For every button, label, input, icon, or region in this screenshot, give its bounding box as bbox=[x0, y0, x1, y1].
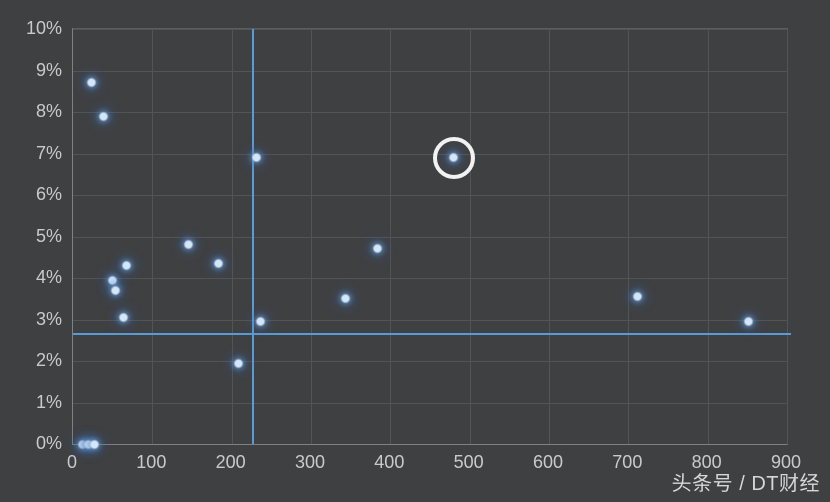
highlight-circle-annotation bbox=[432, 136, 475, 179]
x-tick-label: 700 bbox=[612, 452, 643, 472]
y-tick-label: 10% bbox=[25, 18, 62, 38]
data-point bbox=[79, 440, 87, 448]
data-point bbox=[234, 359, 242, 367]
watermark: 头条号 / DT财经 bbox=[671, 473, 820, 495]
h-gridline bbox=[73, 29, 787, 30]
data-point bbox=[185, 241, 193, 249]
x-tick-label: 200 bbox=[215, 452, 246, 472]
v-gridline bbox=[707, 29, 709, 444]
v-gridline bbox=[469, 29, 471, 444]
data-point bbox=[120, 313, 128, 321]
plot-area bbox=[72, 28, 791, 448]
x-tick-label: 100 bbox=[136, 452, 167, 472]
y-tick-label: 3% bbox=[35, 308, 62, 329]
x-tick-label: 500 bbox=[453, 452, 484, 472]
v-gridline bbox=[390, 29, 392, 444]
data-point bbox=[87, 79, 95, 87]
y-tick-label: 6% bbox=[35, 184, 62, 204]
y-tick-label: 2% bbox=[35, 350, 62, 370]
x-tick-label: 800 bbox=[691, 452, 722, 472]
v-gridline bbox=[152, 29, 154, 444]
data-point bbox=[256, 318, 264, 326]
y-tick-label: 1% bbox=[35, 391, 62, 412]
x-tick-label: 600 bbox=[532, 452, 564, 472]
h-gridline bbox=[73, 361, 787, 362]
h-gridline bbox=[73, 236, 787, 238]
data-point bbox=[744, 318, 752, 326]
h-gridline bbox=[73, 278, 787, 279]
h-gridline bbox=[73, 70, 787, 72]
v-gridline bbox=[787, 29, 788, 444]
y-tick-label: 5% bbox=[35, 225, 62, 246]
data-point bbox=[123, 262, 131, 270]
x-tick-label: 300 bbox=[294, 452, 326, 472]
data-point bbox=[374, 245, 382, 253]
v-gridline bbox=[231, 29, 233, 444]
h-gridline bbox=[73, 112, 787, 113]
data-point bbox=[341, 295, 349, 303]
data-point bbox=[214, 259, 222, 267]
x-tick-label: 900 bbox=[770, 452, 802, 472]
horizontal-reference-line bbox=[73, 333, 791, 336]
h-gridline bbox=[73, 319, 787, 321]
h-gridline bbox=[73, 195, 787, 196]
y-tick-label: 9% bbox=[35, 59, 62, 80]
data-point bbox=[634, 293, 642, 301]
x-tick-label: 400 bbox=[374, 452, 405, 472]
x-tick-label: 0 bbox=[66, 452, 77, 472]
vertical-reference-line bbox=[252, 29, 255, 444]
y-tick-label: 7% bbox=[35, 142, 62, 163]
h-gridline bbox=[73, 153, 787, 155]
y-tick-label: 4% bbox=[35, 267, 62, 287]
v-gridline bbox=[549, 29, 550, 444]
data-point bbox=[90, 440, 98, 448]
data-point bbox=[109, 276, 117, 284]
data-point bbox=[252, 154, 260, 162]
data-point bbox=[112, 286, 120, 294]
h-gridline bbox=[73, 402, 787, 404]
y-tick-label: 0% bbox=[35, 433, 62, 453]
data-point bbox=[85, 440, 93, 448]
y-tick-label: 8% bbox=[35, 101, 62, 121]
v-gridline bbox=[628, 29, 630, 444]
v-gridline bbox=[311, 29, 312, 444]
data-point bbox=[99, 112, 107, 120]
